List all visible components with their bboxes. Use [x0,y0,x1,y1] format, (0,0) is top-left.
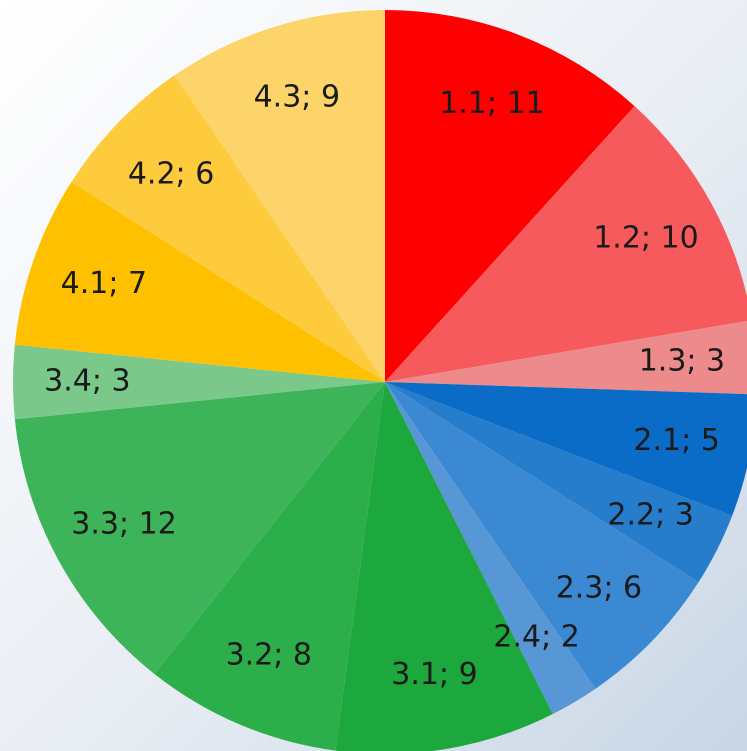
data-label: 1.3; 3 [639,344,725,379]
pie-slice [385,382,747,516]
pie-slice [14,382,385,674]
pie-slice [14,181,385,382]
data-label: 1.2; 10 [593,220,699,255]
data-label: 3.4; 3 [44,364,130,399]
data-label: 2.2; 3 [607,498,693,533]
data-label: 4.3; 9 [254,79,340,114]
pie-slice [385,10,635,382]
data-label: 3.2; 8 [226,637,312,672]
pie-slice [335,382,553,751]
data-label: 3.1; 9 [391,657,477,692]
pie-slice [385,320,747,395]
data-label: 3.3; 12 [71,507,177,542]
pie-slice [385,106,747,382]
data-label: 1.1; 11 [439,86,545,121]
pie-slice [385,382,733,583]
data-label: 4.1; 7 [61,266,147,301]
pie-slice [385,382,699,689]
pie-slice [385,382,596,715]
pie-slice [71,75,385,382]
data-label: 4.2; 6 [128,157,214,192]
data-label: 2.1; 5 [633,423,719,458]
pie-slice [154,382,385,751]
data-label: 2.3; 6 [556,570,642,605]
pie-slice [12,344,385,420]
pie-slice [174,10,385,382]
data-label: 2.4; 2 [493,620,579,655]
